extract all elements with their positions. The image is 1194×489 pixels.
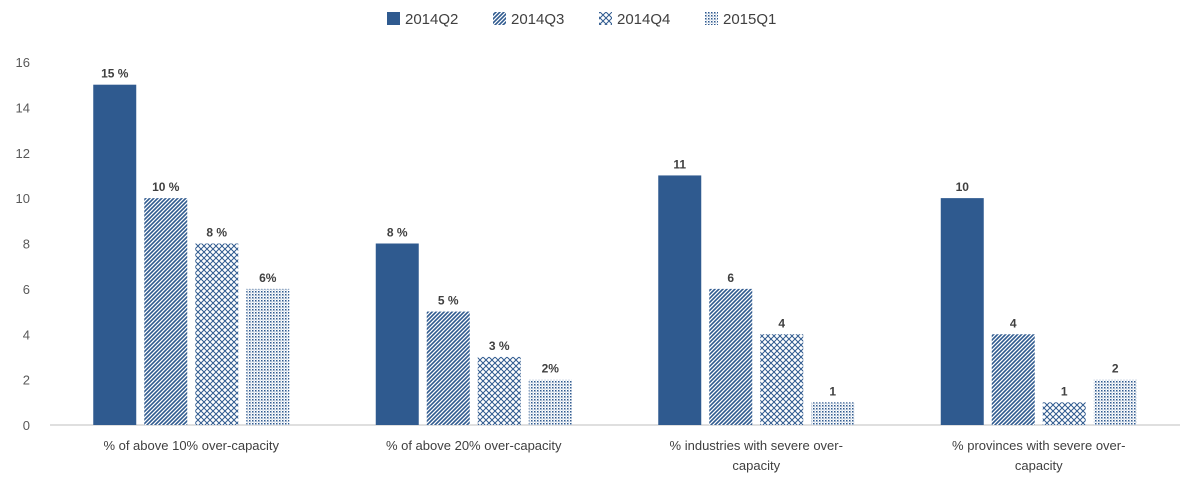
data-label: 8 % xyxy=(387,226,408,240)
bar-2014Q3-3 xyxy=(991,334,1035,425)
x-axis-labels: % of above 10% over-capacity % of above 2… xyxy=(103,438,1125,473)
x-category-label: capacity xyxy=(1015,458,1063,473)
data-label: 4 xyxy=(1010,316,1017,330)
x-category-label: capacity xyxy=(732,458,780,473)
bar-2014Q4-2 xyxy=(760,334,804,425)
data-label: 2 xyxy=(1112,362,1119,376)
data-label: 10 % xyxy=(152,180,180,194)
bars xyxy=(93,84,1137,425)
data-label: 1 xyxy=(1061,384,1068,398)
y-tick-label: 16 xyxy=(16,55,30,70)
y-tick-label: 12 xyxy=(16,146,30,161)
data-label: 4 xyxy=(778,316,785,330)
legend-label: 2014Q3 xyxy=(511,11,564,28)
bar-2014Q2-2 xyxy=(658,175,702,425)
data-label: 5 % xyxy=(438,294,459,308)
y-tick-label: 6 xyxy=(23,282,30,297)
legend: 2014Q2 2014Q3 2014Q4 2015Q1 xyxy=(387,11,776,28)
x-category-label: % industries with severe over- xyxy=(670,438,843,453)
y-tick-label: 8 xyxy=(23,237,30,252)
data-label: 6 xyxy=(727,271,734,285)
data-label: 3 % xyxy=(489,339,510,353)
bar-2014Q4-1 xyxy=(477,356,521,425)
y-tick-label: 4 xyxy=(23,327,30,342)
data-label: 8 % xyxy=(206,226,227,240)
bar-2015Q1-2 xyxy=(811,402,855,425)
bar-2014Q3-1 xyxy=(426,311,470,425)
legend-label: 2015Q1 xyxy=(723,11,776,28)
legend-swatch-2014Q4 xyxy=(599,12,612,25)
data-label: 10 xyxy=(956,180,970,194)
legend-label: 2014Q4 xyxy=(617,11,670,28)
bar-2014Q3-2 xyxy=(709,288,753,425)
legend-label: 2014Q2 xyxy=(405,11,458,28)
bar-2014Q2-1 xyxy=(375,243,419,425)
bar-2015Q1-1 xyxy=(528,379,572,425)
bar-2014Q4-3 xyxy=(1042,402,1086,425)
x-category-label: % of above 10% over-capacity xyxy=(103,438,279,453)
y-axis: 0 2 4 6 8 10 12 14 16 xyxy=(16,55,30,433)
legend-swatch-2014Q3 xyxy=(493,12,506,25)
y-tick-label: 0 xyxy=(23,418,30,433)
y-tick-label: 14 xyxy=(16,100,30,115)
bar-2014Q3-0 xyxy=(144,198,188,425)
legend-swatch-2015Q1 xyxy=(705,12,718,25)
x-category-label: % of above 20% over-capacity xyxy=(386,438,562,453)
data-label: 1 xyxy=(829,384,836,398)
y-tick-label: 2 xyxy=(23,373,30,388)
data-labels: 15 % 10 % 8 % 6% 8 % 5 % 3 % 2% 11 6 4 1 10 4 1 2 xyxy=(101,67,1119,399)
bar-2015Q1-0 xyxy=(246,288,290,425)
data-label: 2% xyxy=(542,362,560,376)
legend-swatch-2014Q2 xyxy=(387,12,400,25)
bar-2014Q2-0 xyxy=(93,84,137,425)
data-label: 15 % xyxy=(101,67,129,81)
bar-2014Q4-0 xyxy=(195,243,239,425)
bar-2014Q2-3 xyxy=(940,198,984,425)
data-label: 6% xyxy=(259,271,277,285)
bar-2015Q1-3 xyxy=(1093,379,1137,425)
x-category-label: % provinces with severe over- xyxy=(952,438,1125,453)
data-label: 11 xyxy=(673,157,686,171)
y-tick-label: 10 xyxy=(16,191,30,206)
